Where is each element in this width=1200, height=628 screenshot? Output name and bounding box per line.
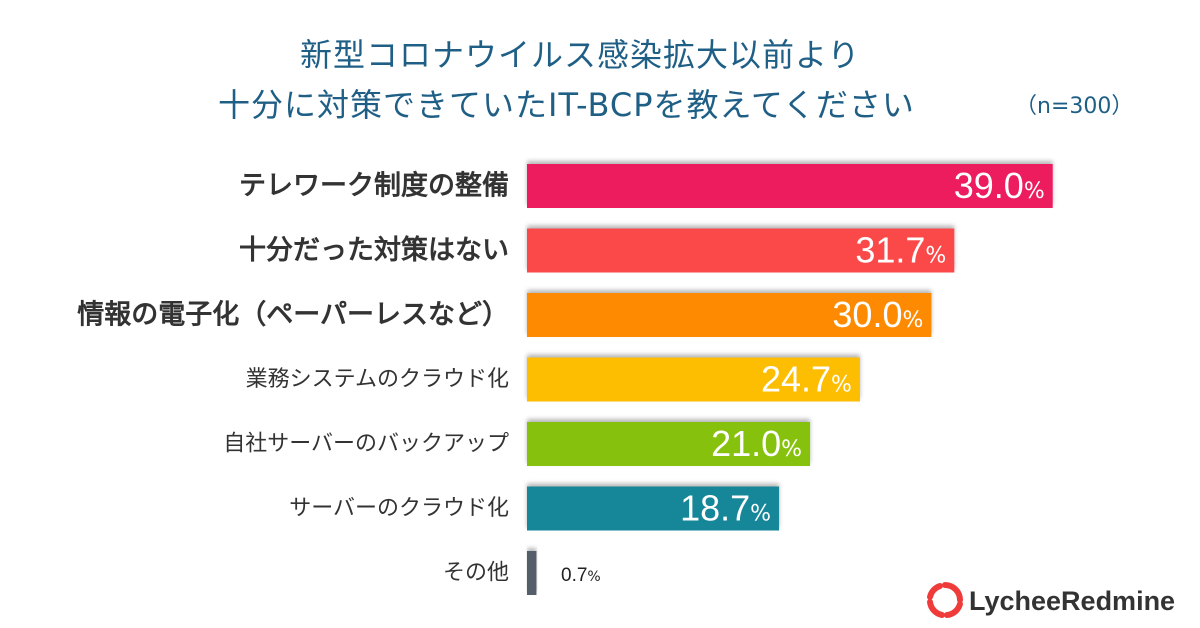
data-label: 18.7%: [680, 488, 771, 529]
bar: [527, 293, 932, 337]
category-label: テレワーク制度の整備: [239, 170, 509, 202]
category-label: 情報の電子化（ペーパーレスなど）: [77, 300, 509, 331]
data-label: 0.7%: [561, 565, 601, 586]
chart-title-line-1: 新型コロナウイルス感染拡大以前より: [300, 36, 861, 74]
bar: [527, 486, 780, 531]
data-label: 21.0%: [711, 423, 802, 464]
category-label: その他: [443, 561, 509, 586]
category-label: サーバーのクラウド化: [289, 496, 509, 521]
chart-title-line-2: 十分に対策できていたIT-BCPを教えてください: [218, 86, 915, 124]
category-label: 自社サーバーのバックアップ: [223, 432, 509, 457]
data-label: 24.7%: [761, 359, 852, 400]
bar: [527, 228, 955, 273]
lychee-redmine-logo: LycheeRedmine: [927, 582, 1175, 618]
data-label: 31.7%: [855, 230, 946, 271]
category-label: 十分だった対策はない: [239, 234, 509, 266]
bar: [527, 551, 537, 595]
data-label: 30.0%: [832, 294, 923, 335]
data-label: 39.0%: [954, 165, 1045, 206]
logo-text: LycheeRedmine: [969, 586, 1175, 616]
bars-group: テレワーク制度の整備 39.0% 十分だった対策はない 31.7% 情報の電子化（ペーパ…: [77, 164, 1053, 595]
bar: [527, 422, 811, 466]
category-label: 業務システムのクラウド化: [246, 367, 509, 392]
bar: [527, 357, 860, 402]
sample-size-label: （n=300）: [1015, 94, 1134, 119]
lychee-logo-icon: [927, 582, 963, 618]
bar: [527, 164, 1053, 208]
